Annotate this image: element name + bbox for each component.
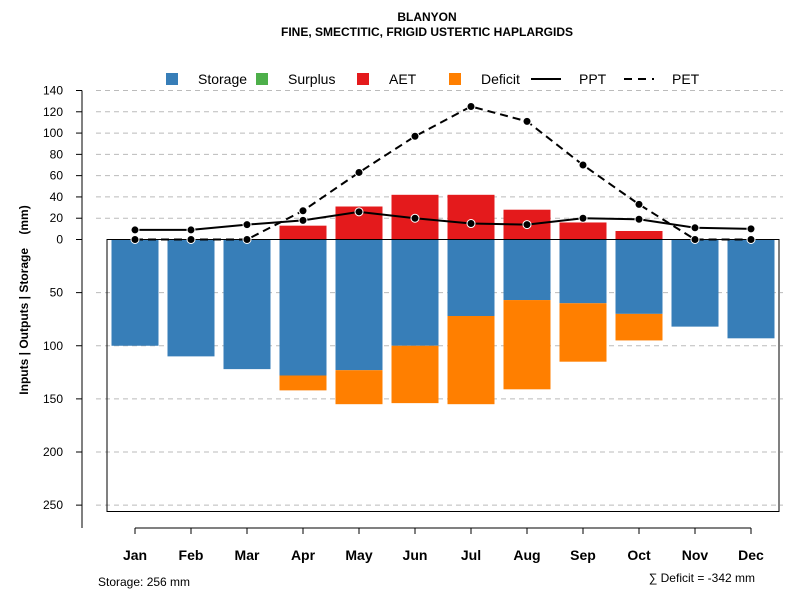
ppt-point-jun: [410, 213, 420, 223]
storage-bar-dec: [727, 239, 775, 339]
legend-label-pet: PET: [672, 71, 700, 87]
legend-swatch-deficit: [449, 73, 461, 85]
pet-point-jun: [410, 131, 420, 141]
x-label-sep: Sep: [570, 547, 596, 563]
deficit-bar-jul: [447, 316, 495, 405]
x-label-oct: Oct: [627, 547, 651, 563]
storage-bar-oct: [615, 239, 663, 314]
y-tick-label-neg-200: 200: [43, 445, 63, 459]
chart-title: BLANYON: [397, 10, 456, 24]
legend-label-storage: Storage: [198, 71, 247, 87]
footer-storage: Storage: 256 mm: [98, 575, 190, 589]
ppt-line: [135, 210, 752, 231]
legend-label-ppt: PPT: [579, 71, 607, 87]
legend-swatch-surplus: [256, 73, 268, 85]
pet-point-apr: [298, 206, 308, 216]
legend-swatch-storage: [166, 73, 178, 85]
grid-lines: [96, 90, 783, 506]
y-tick-label-20: 20: [50, 211, 64, 225]
y-tick-label-140: 140: [43, 84, 63, 98]
ppt-point-dec: [746, 224, 756, 234]
deficit-bar-may: [335, 370, 383, 405]
ppt-point-feb: [186, 225, 196, 235]
ppt-point-jul: [466, 219, 476, 229]
storage-bar-may: [335, 239, 383, 371]
deficit-bar-oct: [615, 313, 663, 341]
pet-point-dec: [746, 235, 756, 244]
storage-bar-apr: [279, 239, 327, 376]
lines-group: [130, 101, 756, 244]
x-label-apr: Apr: [291, 547, 316, 563]
storage-bar-mar: [223, 239, 271, 370]
y-axis: 0 20 40 60 80 100 120 140 50 100 150 200 250: [43, 84, 83, 528]
legend-label-deficit: Deficit: [481, 71, 520, 87]
pet-point-nov: [690, 235, 700, 244]
storage-bar-feb: [167, 239, 215, 357]
ppt-point-apr: [298, 215, 308, 225]
y-tick-label-80: 80: [50, 147, 64, 161]
x-label-feb: Feb: [179, 547, 204, 563]
storage-bar-nov: [671, 239, 719, 327]
aet-bar-apr: [279, 225, 327, 240]
pet-point-may: [354, 167, 364, 177]
deficit-bar-aug: [503, 300, 551, 390]
footer-deficit: ∑ Deficit = -342 mm: [649, 571, 755, 585]
y-tick-label-60: 60: [50, 169, 64, 183]
y-tick-label-neg-50: 50: [50, 286, 64, 300]
pet-point-jul: [466, 101, 476, 111]
ppt-point-sep: [578, 213, 588, 223]
x-label-dec: Dec: [738, 547, 764, 563]
bars-group: [111, 194, 775, 405]
storage-bar-sep: [559, 239, 607, 304]
y-tick-label-neg-250: 250: [43, 498, 63, 512]
deficit-bar-jun: [391, 345, 439, 404]
y-tick-label-40: 40: [50, 190, 64, 204]
x-label-aug: Aug: [513, 547, 540, 563]
pet-line: [135, 105, 751, 241]
deficit-bar-apr: [279, 375, 327, 391]
y-tick-label-neg-100: 100: [43, 339, 63, 353]
ppt-point-mar: [242, 220, 252, 230]
pet-point-jan: [130, 235, 140, 244]
pet-point-oct: [634, 199, 644, 209]
ppt-point-oct: [634, 214, 644, 224]
chart-legend: Storage Surplus AET Deficit PPT PET: [166, 71, 700, 87]
pet-point-aug: [522, 116, 532, 126]
y-axis-label: Inputs | Outputs | Storage (mm): [17, 205, 31, 394]
lower-plot-frame: [106, 239, 780, 512]
y-tick-label-neg-150: 150: [43, 392, 63, 406]
ppt-point-jan: [130, 225, 140, 235]
pet-point-sep: [578, 160, 588, 170]
storage-bar-jan: [111, 239, 159, 346]
y-tick-label-120: 120: [43, 105, 63, 119]
x-axis: Jan Feb Mar Apr May Jun Jul Aug Sep Oct Nov Dec: [123, 527, 764, 563]
storage-bar-jun: [391, 239, 439, 346]
storage-bar-jul: [447, 239, 495, 316]
x-label-nov: Nov: [682, 547, 709, 563]
y-tick-label-100: 100: [43, 126, 63, 140]
x-label-may: May: [345, 547, 372, 563]
aet-bar-jul: [447, 194, 495, 240]
ppt-point-may: [354, 207, 364, 217]
ppt-point-nov: [690, 223, 700, 233]
chart-subtitle: FINE, SMECTITIC, FRIGID USTERTIC HAPLARG…: [281, 25, 573, 39]
y-tick-label-0: 0: [56, 233, 63, 247]
pet-point-mar: [242, 235, 252, 244]
x-label-mar: Mar: [235, 547, 260, 563]
legend-label-aet: AET: [389, 71, 417, 87]
storage-bar-aug: [503, 239, 551, 301]
legend-label-surplus: Surplus: [288, 71, 335, 87]
deficit-bar-sep: [559, 303, 607, 362]
x-label-jul: Jul: [461, 547, 481, 563]
ppt-point-aug: [522, 220, 532, 230]
aet-bar-sep: [559, 222, 607, 240]
aet-bar-oct: [615, 230, 663, 240]
pet-point-feb: [186, 235, 196, 244]
legend-swatch-aet: [357, 73, 369, 85]
x-label-jan: Jan: [123, 547, 147, 563]
x-label-jun: Jun: [403, 547, 428, 563]
